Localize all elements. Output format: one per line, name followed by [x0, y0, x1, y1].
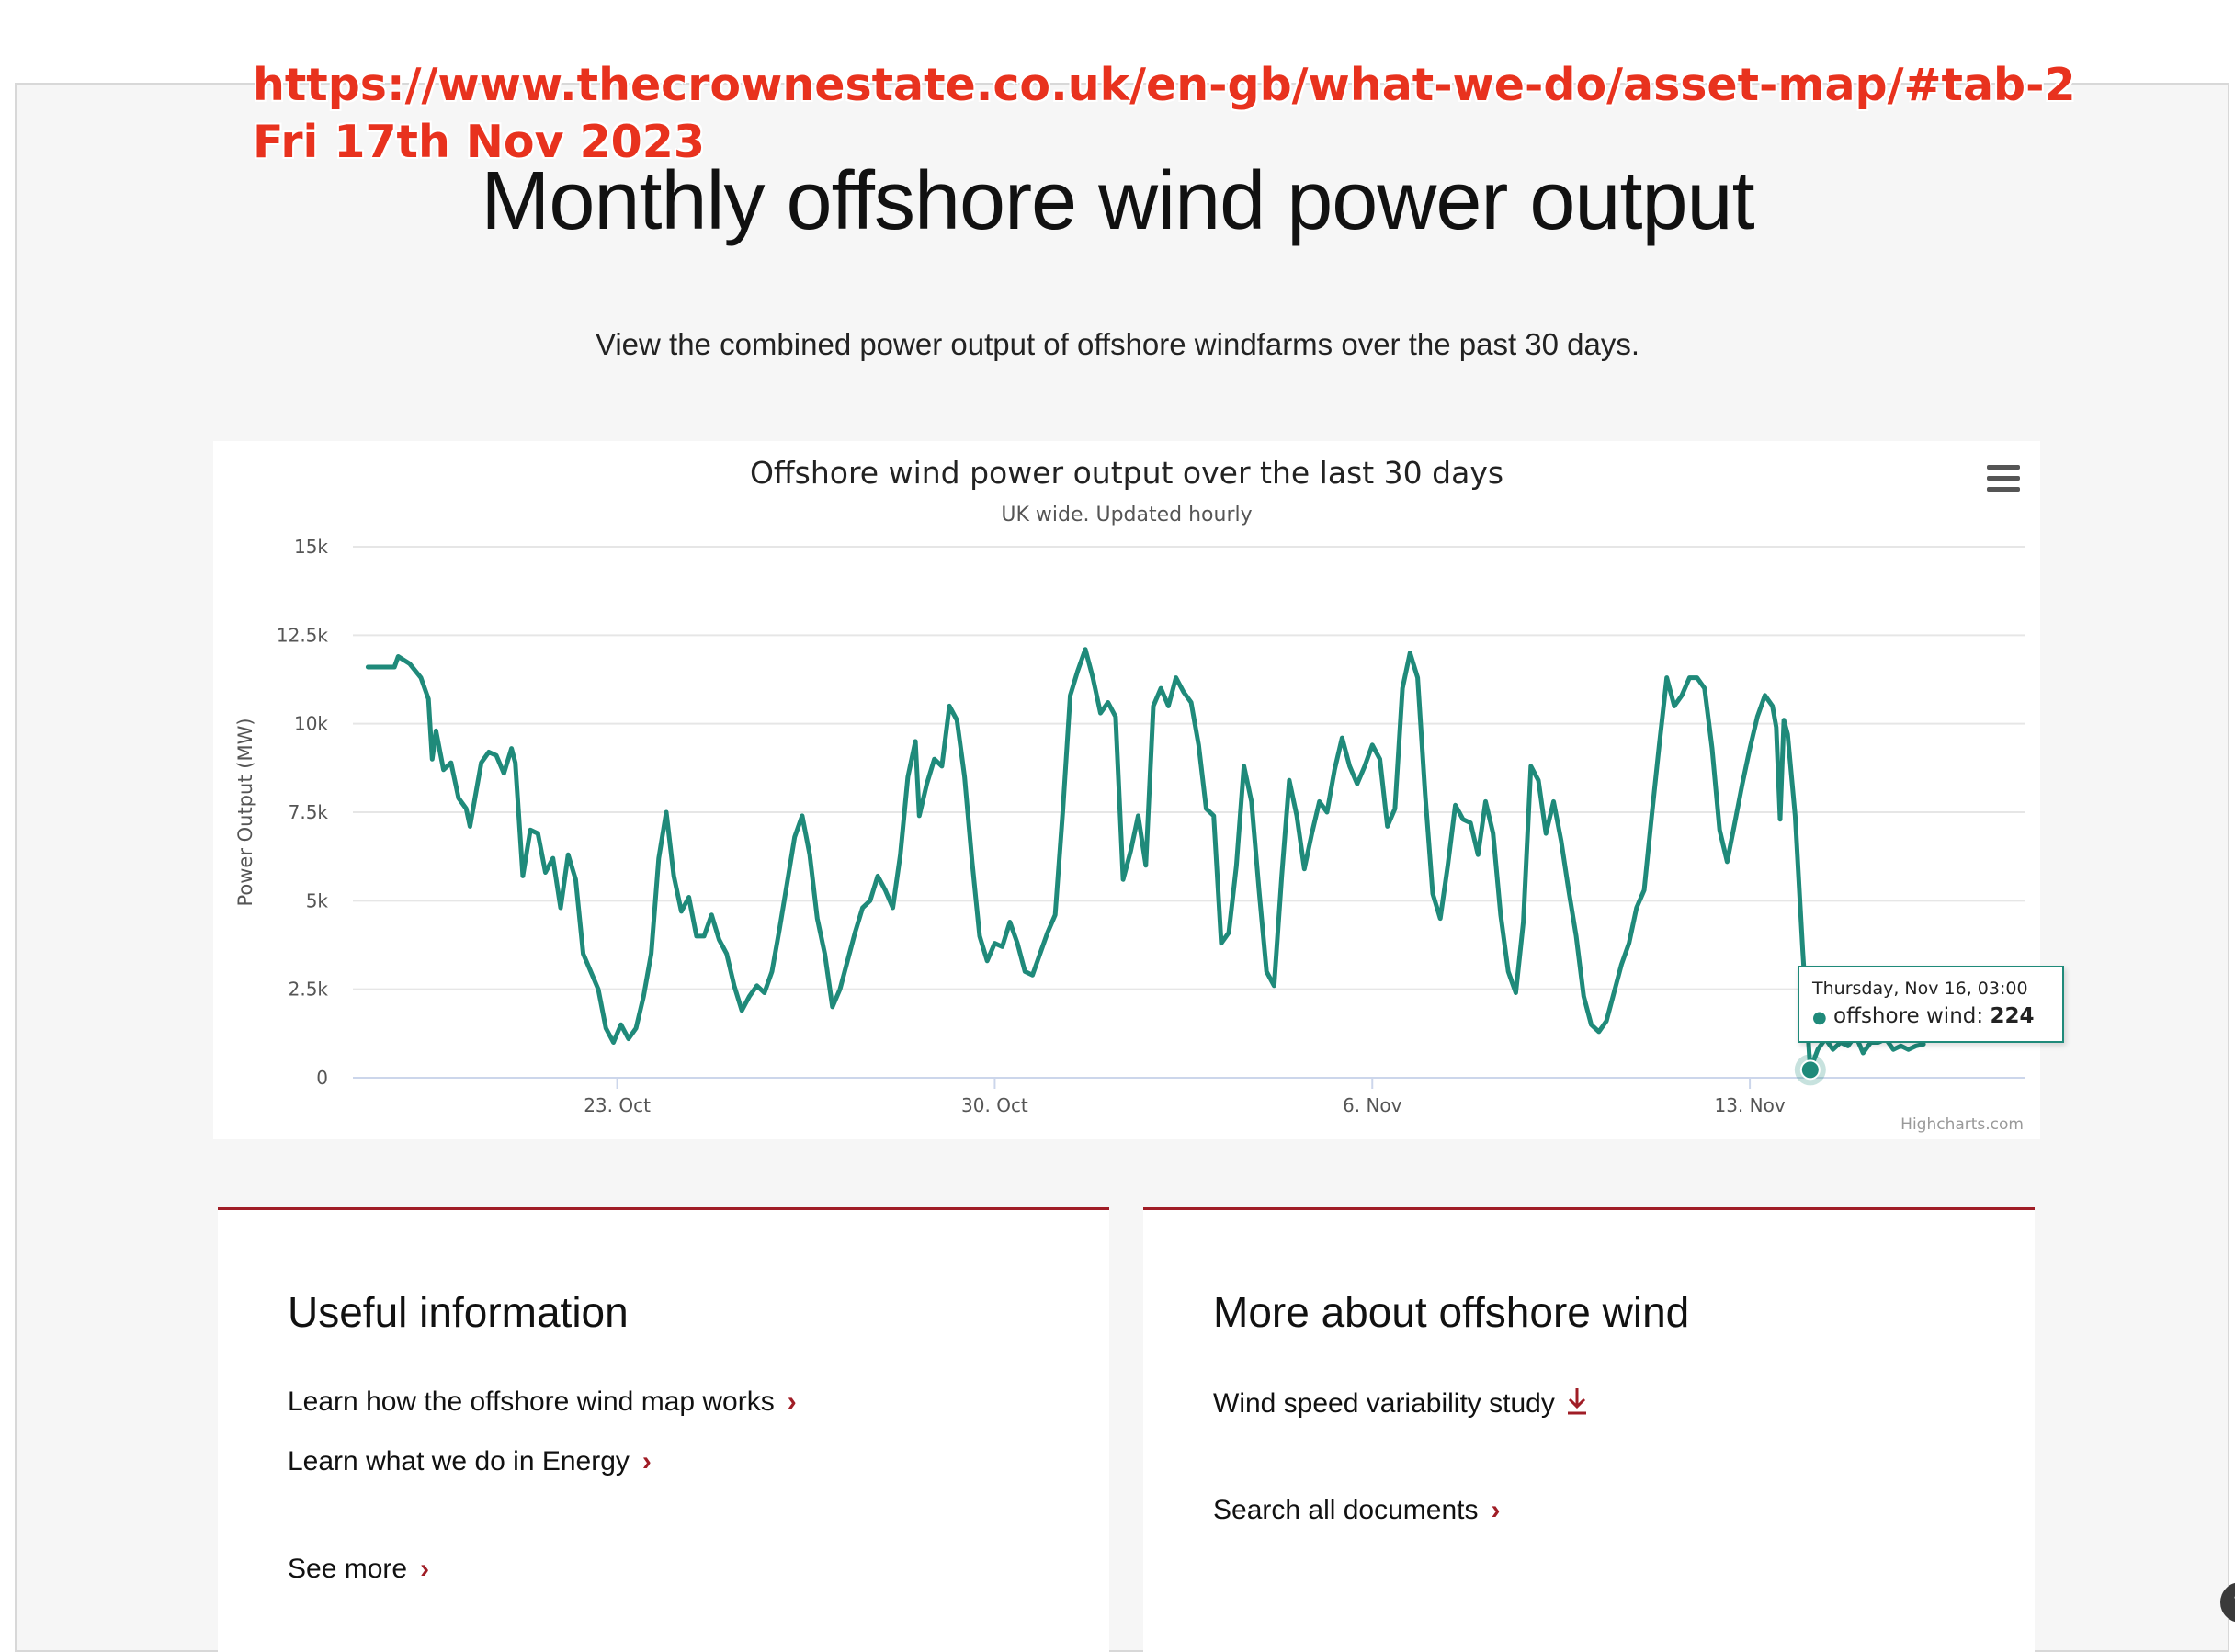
card-heading: Useful information	[288, 1288, 629, 1336]
page-title: Monthly offshore wind power output	[481, 155, 1754, 247]
link-label: See more	[288, 1554, 408, 1584]
chart-axes: 0 2.5k 5k 7.5k 10k 12.5k 15k 23. Oct 30. Oct 6. N…	[277, 536, 1786, 1116]
chart-subtitle: UK wide. Updated hourly	[1001, 504, 1252, 526]
link-offshore-wind-map[interactable]: Learn how the offshore wind map works ›	[288, 1386, 797, 1418]
y-tick-label: 2.5k	[289, 979, 329, 1001]
help-badge-icon[interactable]: ?	[2220, 1582, 2235, 1623]
hovered-data-point[interactable]	[1799, 1059, 1821, 1081]
x-tick-label: 30. Oct	[961, 1094, 1028, 1116]
tooltip-series-name: offshore wind:	[1833, 1004, 1984, 1028]
series-line-offshore-wind[interactable]	[365, 647, 1926, 1072]
chevron-right-icon: ›	[787, 1386, 797, 1417]
chart-title: Offshore wind power output over the last…	[750, 455, 1503, 491]
download-icon	[1566, 1386, 1588, 1423]
link-label: Search all documents	[1213, 1495, 1479, 1525]
chart-menu-button[interactable]	[1987, 465, 2020, 494]
hamburger-menu-icon-bar	[1987, 487, 2020, 492]
chevron-right-icon: ›	[420, 1554, 430, 1584]
link-search-documents[interactable]: Search all documents ›	[1213, 1495, 1501, 1526]
chevron-right-icon: ›	[641, 1446, 652, 1477]
x-tick-label: 23. Oct	[584, 1094, 651, 1116]
chart-credits[interactable]: Highcharts.com	[1900, 1115, 2024, 1134]
y-tick-label: 15k	[294, 536, 328, 558]
series-dot-icon: ●	[1812, 1008, 1827, 1027]
tooltip-date: Thursday, Nov 16, 03:00	[1812, 979, 2028, 999]
screenshot-annotation: https://www.thecrownestate.co.uk/en-gb/w…	[253, 57, 2076, 171]
annotation-date: Fri 17th Nov 2023	[253, 116, 705, 168]
chart-series	[365, 647, 1926, 1086]
tooltip-line: ● offshore wind: 224	[1812, 1004, 2049, 1028]
page-intro: View the combined power output of offsho…	[595, 327, 1640, 361]
tooltip-value: 224	[1990, 1004, 2035, 1028]
chart-gridlines	[353, 546, 2025, 1079]
hamburger-menu-icon	[1987, 465, 2020, 470]
y-axis-title: Power Output (MW)	[234, 718, 256, 906]
chevron-right-icon: ›	[1491, 1495, 1501, 1525]
y-tick-label: 7.5k	[289, 801, 329, 823]
more-offshore-wind-card: More about offshore wind Wind speed vari…	[1143, 1207, 2035, 1652]
link-label: Learn how the offshore wind map works	[288, 1386, 775, 1417]
chart-svg: 0 2.5k 5k 7.5k 10k 12.5k 15k 23. Oct 30. Oct 6. N…	[234, 455, 2025, 1116]
y-tick-label: 10k	[294, 713, 328, 735]
chart-tooltip: Thursday, Nov 16, 03:00 ● offshore wind:…	[1798, 966, 2064, 1043]
y-tick-label: 0	[316, 1067, 328, 1089]
hamburger-menu-icon-bar	[1987, 476, 2020, 481]
link-label: Learn what we do in Energy	[288, 1446, 630, 1477]
y-tick-label: 12.5k	[277, 624, 329, 646]
x-tick-label: 6. Nov	[1343, 1094, 1402, 1116]
link-what-we-do-energy[interactable]: Learn what we do in Energy ›	[288, 1446, 652, 1477]
chart-panel: 0 2.5k 5k 7.5k 10k 12.5k 15k 23. Oct 30. Oct 6. N…	[213, 441, 2064, 1139]
link-wind-speed-study[interactable]: Wind speed variability study	[1213, 1386, 1588, 1423]
annotation-url: https://www.thecrownestate.co.uk/en-gb/w…	[253, 59, 2076, 111]
link-label: Wind speed variability study	[1213, 1387, 1555, 1419]
card-heading: More about offshore wind	[1213, 1288, 1690, 1336]
link-see-more[interactable]: See more ›	[288, 1554, 429, 1585]
x-tick-label: 13. Nov	[1714, 1094, 1785, 1116]
y-tick-label: 5k	[306, 889, 329, 911]
useful-information-card: Useful information Learn how the offshor…	[218, 1207, 1109, 1652]
